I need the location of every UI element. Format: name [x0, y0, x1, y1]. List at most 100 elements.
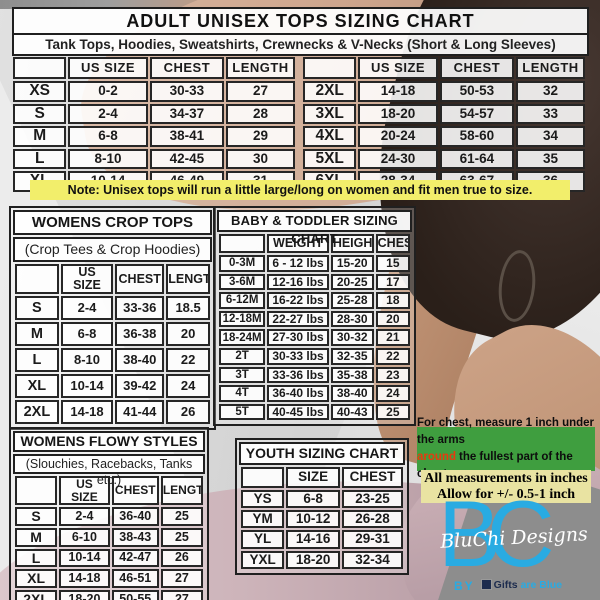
youth-section: YOUTH SIZING CHART SIZE CHEST YS 6-8 23-25 YM… — [235, 438, 409, 575]
size-table: US SIZE CHEST LENGTH 2XL 14-18 50-53 32 3XL 18-2… — [301, 55, 587, 194]
table-cell: 23-25 — [342, 490, 403, 509]
table-cell: 54-57 — [439, 103, 514, 124]
table-cell: 32-35 — [330, 347, 374, 365]
table-cell: 18 — [375, 292, 410, 309]
table-row: 4XL 20-24 58-60 34 — [303, 126, 585, 147]
row-label: 12-18M — [219, 310, 266, 328]
chart-header: ADULT UNISEX TOPS SIZING CHART Tank Tops… — [12, 7, 589, 56]
section-title: BABY & TODDLER SIZING CHART — [217, 210, 412, 246]
table-row: 0-3M 6 - 12 lbs 15-20 15 — [219, 255, 410, 272]
table-cell: 25 — [375, 403, 410, 421]
column-header — [241, 467, 285, 488]
table-row: YM 10-12 26-28 — [241, 510, 403, 529]
column-header — [15, 476, 58, 506]
column-header: WEIGHT — [267, 234, 329, 253]
youth-table: SIZE CHEST YS 6-8 23-25 YM 10-12 26-28 YL 14-16 29… — [239, 465, 405, 571]
row-label: 18-24M — [219, 329, 266, 346]
table-row: YL 14-16 29-31 — [241, 530, 403, 549]
column-header: CHEST — [111, 476, 159, 506]
table-cell: 6-8 — [68, 126, 148, 147]
table-cell: 33-36 — [115, 296, 165, 321]
section-title: YOUTH SIZING CHART — [239, 442, 405, 465]
table-cell: 33-36 lbs — [267, 366, 329, 384]
table-cell: 26-28 — [342, 510, 403, 529]
baby-toddler-table: WEIGHTHEIGHTCHEST0-3M6 - 12 lbs15-20153-… — [217, 232, 412, 422]
table-row: 5T 40-45 lbs 40-43 25 — [219, 403, 410, 421]
table-cell: 14-18 — [60, 400, 114, 425]
table-cell: 27 — [160, 569, 203, 588]
row-label: YXL — [241, 550, 285, 569]
row-label: 4T — [219, 385, 266, 402]
table-cell: 10-14 — [59, 548, 110, 568]
table-cell: 15-20 — [330, 255, 374, 272]
table-cell: 6 - 12 lbs — [267, 255, 329, 272]
measurements-note: All measurements in inches Allow for +/-… — [421, 470, 591, 503]
row-label: 5XL — [303, 148, 357, 169]
column-header: CHEST — [342, 467, 403, 488]
table-cell: 18-20 — [59, 589, 110, 600]
table-cell: 21 — [375, 329, 410, 346]
column-header: LENGTH — [225, 57, 295, 79]
row-label: 3XL — [303, 103, 357, 124]
column-header: SIZE — [286, 467, 340, 488]
table-cell: 14-18 — [59, 569, 110, 588]
table-cell: 8-10 — [68, 148, 148, 169]
row-label: XL — [15, 569, 58, 588]
table-cell: 18-20 — [286, 550, 340, 569]
gift-icon — [480, 579, 492, 590]
column-header: US SIZE — [68, 57, 148, 79]
section-title: WOMENS CROP TOPS — [13, 210, 212, 235]
table-cell: 40-45 lbs — [267, 403, 329, 421]
table-cell: 20-25 — [330, 273, 374, 291]
table-cell: 40-43 — [330, 403, 374, 421]
table-cell: 32 — [515, 81, 585, 102]
table-cell: 61-64 — [439, 148, 514, 169]
table-cell: 6-8 — [60, 322, 114, 347]
row-label: XL — [15, 374, 59, 399]
page-subtitle: Tank Tops, Hoodies, Sweatshirts, Crewnec… — [45, 37, 556, 52]
table-cell: 38-40 — [115, 348, 165, 373]
table-row: S 2-4 34-37 28 — [13, 103, 295, 124]
table-cell: 20 — [375, 310, 410, 328]
row-label: 2XL — [15, 400, 59, 425]
table-row: M 6-8 38-41 29 — [13, 126, 295, 147]
table-cell: 14-16 — [286, 530, 340, 549]
table-cell: 24 — [166, 374, 210, 399]
table-cell: 50-55 — [111, 589, 159, 600]
table-cell: 58-60 — [439, 126, 514, 147]
brand-wordmark: Gifts are Blue — [480, 579, 562, 591]
table-row: 2T 30-33 lbs 32-35 22 — [219, 347, 410, 365]
table-row: XS 0-2 30-33 27 — [13, 81, 295, 102]
table-cell: 33 — [515, 103, 585, 124]
column-header: CHEST — [149, 57, 224, 79]
table-cell: 50-53 — [439, 81, 514, 102]
table-cell: 18.5 — [166, 296, 210, 321]
adult-sizes-table-xs-xl: US SIZE CHEST LENGTH XS 0-2 30-33 27 S 2-4 34-37 2… — [11, 55, 297, 194]
page-title: ADULT UNISEX TOPS SIZING CHART — [14, 9, 587, 35]
table-cell: 35-38 — [330, 366, 374, 384]
row-label: 5T — [219, 403, 266, 421]
measurements-line2: Allow for +/- 0.5-1 inch — [437, 486, 575, 502]
row-label: L — [15, 548, 58, 568]
table-cell: 42-45 — [149, 148, 224, 169]
column-header: CHEST — [115, 264, 165, 295]
logo-byline: BY Gifts are Blue — [454, 579, 562, 594]
table-cell: 32-34 — [342, 550, 403, 569]
table-cell: 0-2 — [68, 81, 148, 102]
row-label: S — [15, 507, 58, 526]
section-title: WOMENS FLOWY STYLES — [13, 431, 205, 452]
logo-monogram: BC — [438, 481, 555, 586]
table-cell: 30 — [225, 148, 295, 169]
row-label: 3-6M — [219, 273, 266, 291]
column-header — [15, 264, 59, 295]
table-cell: 27 — [225, 81, 295, 102]
table-cell: 6-8 — [286, 490, 340, 509]
section-subtitle: (Crop Tees & Crop Hoodies) — [13, 237, 212, 262]
table-cell: 12-16 lbs — [267, 273, 329, 291]
table-cell: 30-32 — [330, 329, 374, 346]
table-cell: 6-10 — [59, 527, 110, 547]
row-label: YL — [241, 530, 285, 549]
womens-crop-table: US SIZECHESTLENGTHS2-433-3618.5M6-836-38… — [13, 262, 212, 426]
